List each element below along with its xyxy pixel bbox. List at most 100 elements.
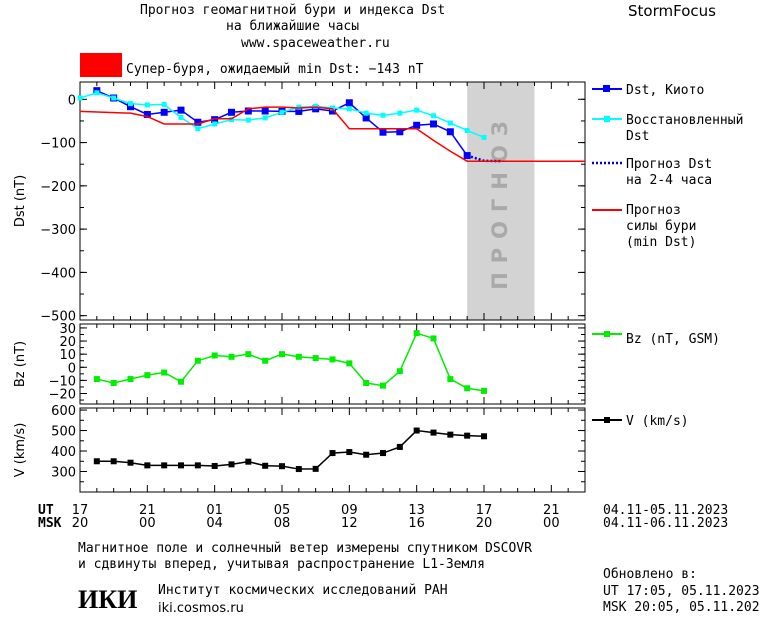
- dst-restored-point: [363, 110, 369, 116]
- site-link[interactable]: www.spaceweather.ru: [241, 36, 390, 51]
- dst-ytick-label: −500: [40, 310, 76, 325]
- dst-restored-point: [447, 120, 453, 126]
- dst-kyoto-point: [312, 105, 320, 113]
- bz-point: [295, 353, 302, 360]
- dst-kyoto-point: [430, 120, 437, 128]
- v-ytick-label: 300: [51, 466, 76, 481]
- v-point: [312, 465, 319, 472]
- bz-panel-frame: [79, 323, 586, 405]
- dst-restored-point: [397, 110, 403, 116]
- xtick-label-msk: 20: [72, 516, 89, 531]
- footer-note-line2: и сдвинуты вперед, учитывая распростране…: [78, 557, 485, 572]
- v-point: [346, 449, 353, 456]
- xtick-label-msk: 08: [274, 516, 291, 531]
- xtick-label-ut: 01: [206, 503, 223, 518]
- dst-ylabel: Dst (nT): [13, 175, 28, 227]
- msk-axis-label: MSK: [38, 516, 62, 531]
- updated-ut: UT 17:05, 05.11.2023: [603, 584, 760, 599]
- v-ylabel: V (km/s): [13, 423, 28, 478]
- v-ytick-label: 500: [51, 425, 76, 440]
- xtick-label-msk: 20: [476, 516, 493, 531]
- v-point: [93, 458, 100, 465]
- dst-kyoto-point: [362, 114, 370, 122]
- bz-point: [346, 360, 353, 367]
- xtick-label-ut: 05: [274, 503, 291, 518]
- xtick-label-ut: 17: [476, 503, 493, 518]
- bz-point: [481, 387, 487, 394]
- bz-point: [413, 330, 420, 337]
- v-ytick-label: 400: [51, 445, 76, 460]
- legend-forecast-label-2: на 2-4 часа: [626, 173, 712, 188]
- v-point: [447, 431, 454, 438]
- bz-point: [127, 376, 134, 383]
- v-point: [295, 466, 302, 473]
- dst-kyoto-line: [96, 89, 468, 156]
- dst-kyoto-point: [244, 107, 252, 115]
- footer-note-line1: Магнитное поле и солнечный ветер измерен…: [78, 541, 532, 557]
- legend-bz-marker: [604, 331, 610, 337]
- dst-restored-point: [94, 90, 100, 96]
- v-point: [161, 462, 168, 469]
- v-point: [363, 451, 370, 458]
- legend-storm-label-2: силы бури: [626, 219, 696, 234]
- bz-point: [262, 357, 269, 364]
- dst-kyoto-point: [177, 106, 185, 114]
- forecast-band: [467, 82, 535, 320]
- legend-forecast-label: Прогноз Dst: [626, 157, 712, 172]
- v-point: [279, 463, 285, 470]
- v-point: [245, 458, 252, 465]
- dst-restored-point: [431, 113, 436, 119]
- xtick-label-ut: 21: [139, 503, 156, 518]
- v-point: [178, 462, 184, 469]
- bz-point: [396, 368, 403, 375]
- xtick-label-ut: 09: [341, 503, 358, 518]
- alert-text: Супер-буря, ожидаемый min Dst: −143 nT: [126, 62, 424, 77]
- dst-restored-point: [111, 95, 117, 101]
- bz-ytick-label: −20: [49, 388, 76, 403]
- dst-ytick-label: −200: [40, 180, 76, 195]
- dst-restored-point: [229, 117, 234, 123]
- bz-point: [430, 335, 437, 342]
- institute-url[interactable]: iki.cosmos.ru: [158, 601, 244, 616]
- bz-point: [329, 356, 336, 363]
- bz-ytick-label: 10: [59, 348, 76, 363]
- dst-kyoto-point: [211, 116, 219, 124]
- xtick-label-ut: 21: [543, 503, 560, 518]
- bz-point: [447, 376, 454, 383]
- dst-restored-point: [464, 127, 470, 133]
- bz-point: [161, 369, 168, 376]
- bz-point: [194, 357, 201, 364]
- footer-note-text: Магнитное поле и солнечный ветер измерен…: [78, 541, 532, 556]
- dst-ytick-label: 0: [68, 93, 76, 108]
- legend-restored-label: Восстановленный: [626, 113, 743, 128]
- v-point: [127, 459, 134, 466]
- bz-ylabel: Bz (nT): [13, 341, 28, 387]
- dst-kyoto-point: [194, 118, 202, 126]
- bz-point: [312, 355, 319, 362]
- dst-restored-point: [330, 105, 335, 111]
- dst-restored-point: [245, 117, 251, 123]
- v-point: [396, 443, 403, 450]
- v-point: [262, 462, 269, 469]
- legend-dst-kyoto-marker: [603, 85, 610, 92]
- legend-restored-label-2: Dst: [626, 129, 649, 144]
- bz-point: [144, 372, 151, 379]
- v-line: [96, 429, 485, 470]
- dst-restored-point: [195, 126, 201, 132]
- xtick-label-msk: 04: [206, 516, 223, 531]
- page-title: Прогноз геомагнитной бури и индекса Dst: [140, 3, 446, 18]
- v-point: [380, 450, 386, 457]
- dst-restored-point: [77, 95, 83, 101]
- dst-kyoto-point: [143, 110, 151, 118]
- bz-point: [380, 382, 386, 389]
- updated-label: Обновлено в:: [603, 567, 697, 582]
- dst-kyoto-point: [446, 128, 454, 136]
- legend-storm-label: Прогноз: [626, 203, 681, 218]
- xtick-label-msk: 00: [543, 516, 560, 531]
- page-title-line2: на ближайшие часы: [226, 19, 360, 34]
- dst-kyoto-point: [379, 128, 387, 136]
- bz-point: [279, 351, 285, 358]
- dst-restored-point: [380, 112, 386, 118]
- xtick-label-msk: 16: [408, 516, 425, 531]
